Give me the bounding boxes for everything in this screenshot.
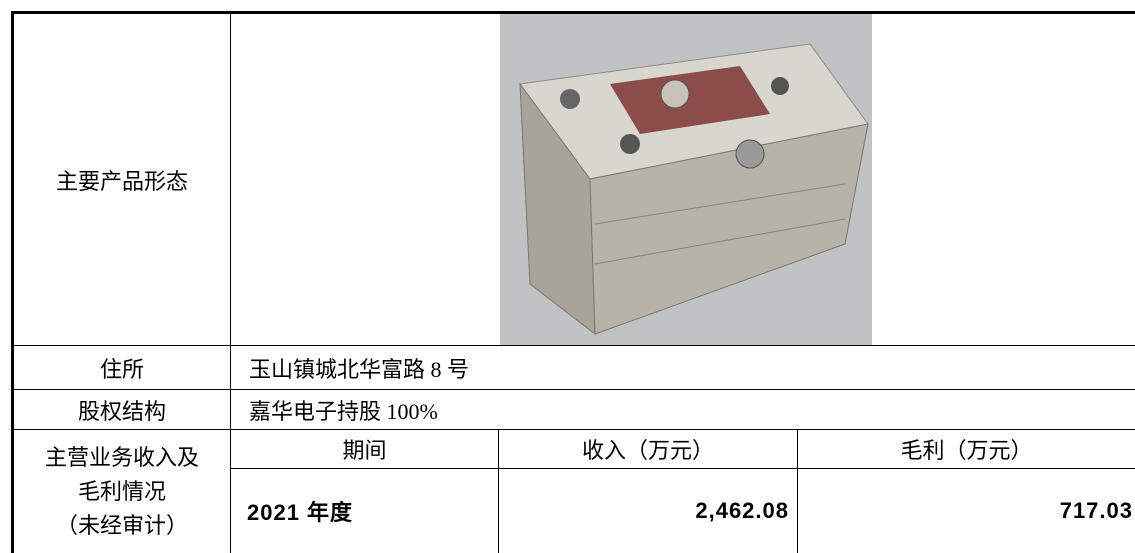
data-cell: 2021 年度	[247, 500, 354, 525]
border	[12, 389, 1135, 390]
border	[12, 345, 1135, 346]
label-line: 毛利情况	[77, 478, 166, 504]
value: 嘉华电子持股 100%	[249, 398, 438, 424]
border	[230, 13, 231, 553]
data-cell: 717.03	[1059, 498, 1133, 523]
label-line: （未经审计）	[55, 512, 188, 538]
border	[12, 429, 1135, 430]
label: 主要产品形态	[55, 168, 188, 194]
data-cell: 2,462.08	[695, 498, 789, 523]
header-cell: 毛利（万元）	[900, 438, 1033, 463]
label: 主营业务收入及 毛利情况 （未经审计）	[14, 430, 230, 553]
label: 住所	[99, 356, 144, 382]
border	[231, 468, 1135, 469]
border	[498, 430, 499, 553]
value: 玉山镇城北华富路 8 号	[249, 356, 470, 382]
label-line: 主营业务收入及	[44, 444, 199, 470]
header-cell: 收入（万元）	[581, 438, 714, 463]
product-photo	[500, 14, 872, 345]
label: 股权结构	[77, 398, 166, 424]
border	[797, 430, 798, 553]
header-cell: 期间	[342, 438, 387, 463]
border	[12, 11, 1135, 14]
border	[11, 11, 14, 553]
